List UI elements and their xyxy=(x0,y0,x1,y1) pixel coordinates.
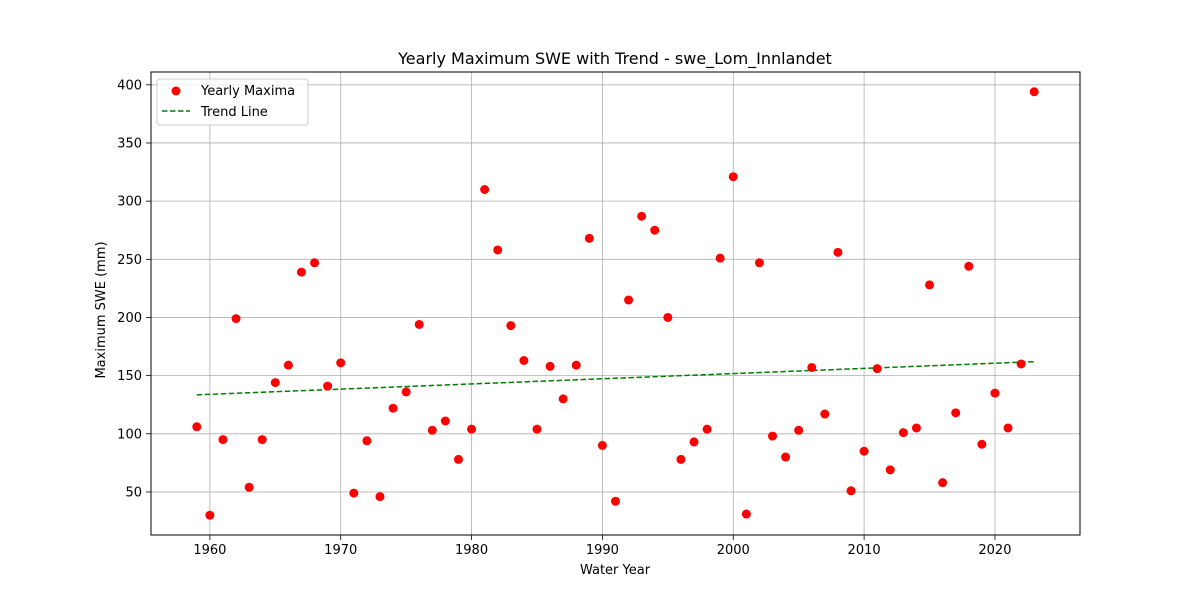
data-point xyxy=(951,408,961,418)
trend-line-layer xyxy=(196,360,1035,396)
data-point xyxy=(676,454,686,464)
data-point xyxy=(218,435,228,445)
data-point xyxy=(257,435,267,445)
data-point xyxy=(754,258,764,268)
x-tick-label: 2010 xyxy=(848,543,881,558)
data-point xyxy=(925,280,935,290)
data-point xyxy=(296,267,306,277)
data-point xyxy=(885,465,895,475)
data-point xyxy=(519,356,529,366)
y-tick-label: 400 xyxy=(117,78,142,93)
data-point xyxy=(663,312,673,322)
x-tick-label: 1960 xyxy=(193,543,226,558)
data-point xyxy=(820,409,830,419)
data-point xyxy=(768,431,778,441)
y-tick-label: 150 xyxy=(117,369,142,384)
x-tick-label: 2020 xyxy=(978,543,1011,558)
y-tick-label: 200 xyxy=(117,311,142,326)
y-tick-label: 50 xyxy=(125,485,142,500)
data-point xyxy=(480,184,490,194)
data-point xyxy=(990,388,1000,398)
data-point xyxy=(741,509,751,519)
data-point xyxy=(323,381,333,391)
data-point xyxy=(781,452,791,462)
data-point xyxy=(362,436,372,446)
y-axis-label: Maximum SWE (mm) xyxy=(94,241,109,378)
data-point xyxy=(558,394,568,404)
data-point xyxy=(650,225,660,235)
data-point xyxy=(715,253,725,263)
x-tick-label: 2000 xyxy=(717,543,750,558)
data-point xyxy=(964,261,974,271)
trend-line xyxy=(196,360,1035,396)
data-point xyxy=(624,295,634,305)
data-point xyxy=(859,446,869,456)
data-point xyxy=(1003,423,1013,433)
data-point xyxy=(1029,87,1039,97)
data-point xyxy=(977,439,987,449)
y-tick-label: 100 xyxy=(117,427,142,442)
data-point xyxy=(584,233,594,243)
data-point xyxy=(611,496,620,506)
data-point xyxy=(506,321,516,331)
y-tick-label: 250 xyxy=(117,253,142,268)
legend-label-trend-line: Trend Line xyxy=(200,105,268,120)
legend-label-yearly-maxima: Yearly Maxima xyxy=(200,84,295,99)
data-point xyxy=(532,424,542,434)
data-point xyxy=(414,319,424,329)
data-point xyxy=(637,211,647,221)
chart-title: Yearly Maximum SWE with Trend - swe_Lom_… xyxy=(397,49,832,69)
data-point xyxy=(702,424,712,434)
data-point xyxy=(270,378,280,388)
data-point xyxy=(388,403,398,413)
data-point xyxy=(192,422,202,432)
data-point xyxy=(283,360,293,370)
data-point xyxy=(375,492,385,502)
data-point xyxy=(453,454,463,464)
data-point xyxy=(938,478,948,488)
x-tick-label: 1990 xyxy=(586,543,619,558)
data-point xyxy=(728,172,738,182)
grid xyxy=(151,72,1080,535)
data-point xyxy=(467,424,477,434)
legend-box xyxy=(156,78,309,126)
data-point xyxy=(794,425,804,435)
plot-frame xyxy=(150,71,1081,536)
data-point xyxy=(911,423,921,433)
y-tick-label: 350 xyxy=(117,136,142,151)
data-point xyxy=(898,428,908,438)
x-tick-label: 1970 xyxy=(324,543,357,558)
x-axis-ticks: 1960 1970 1980 1990 2000 2010 2020 xyxy=(193,535,1011,558)
data-point xyxy=(846,486,856,496)
legend-marker-yearly-maxima xyxy=(171,86,181,96)
data-point xyxy=(205,510,215,520)
data-point xyxy=(349,488,359,498)
data-point xyxy=(689,437,699,447)
data-point xyxy=(597,440,607,450)
data-point xyxy=(1016,359,1026,369)
data-point xyxy=(427,425,437,435)
scatter-points-layer xyxy=(192,87,1039,520)
data-point xyxy=(833,247,843,257)
data-point xyxy=(310,258,320,268)
data-point xyxy=(440,416,450,426)
data-point xyxy=(545,361,555,371)
data-point xyxy=(807,362,817,372)
data-point xyxy=(872,364,882,374)
legend: Yearly Maxima Trend Line xyxy=(156,78,309,126)
x-axis-label: Water Year xyxy=(580,563,651,578)
data-point xyxy=(231,314,241,324)
data-point xyxy=(244,482,254,492)
y-tick-label: 300 xyxy=(117,195,142,210)
x-tick-label: 1980 xyxy=(455,543,488,558)
data-point xyxy=(336,358,346,368)
y-axis-ticks: 50 100 150 200 250 300 350 400 xyxy=(117,78,151,500)
data-point xyxy=(493,245,503,255)
data-point xyxy=(401,387,411,397)
data-point xyxy=(571,360,581,370)
